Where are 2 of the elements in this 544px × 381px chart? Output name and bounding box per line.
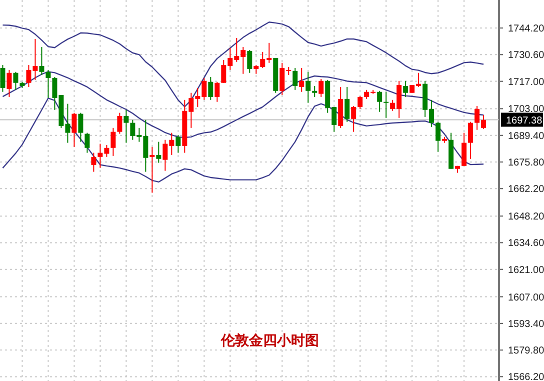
title: 伦敦金四小时图 — [221, 332, 319, 348]
ref-line-label: 1697.38 — [506, 116, 543, 127]
